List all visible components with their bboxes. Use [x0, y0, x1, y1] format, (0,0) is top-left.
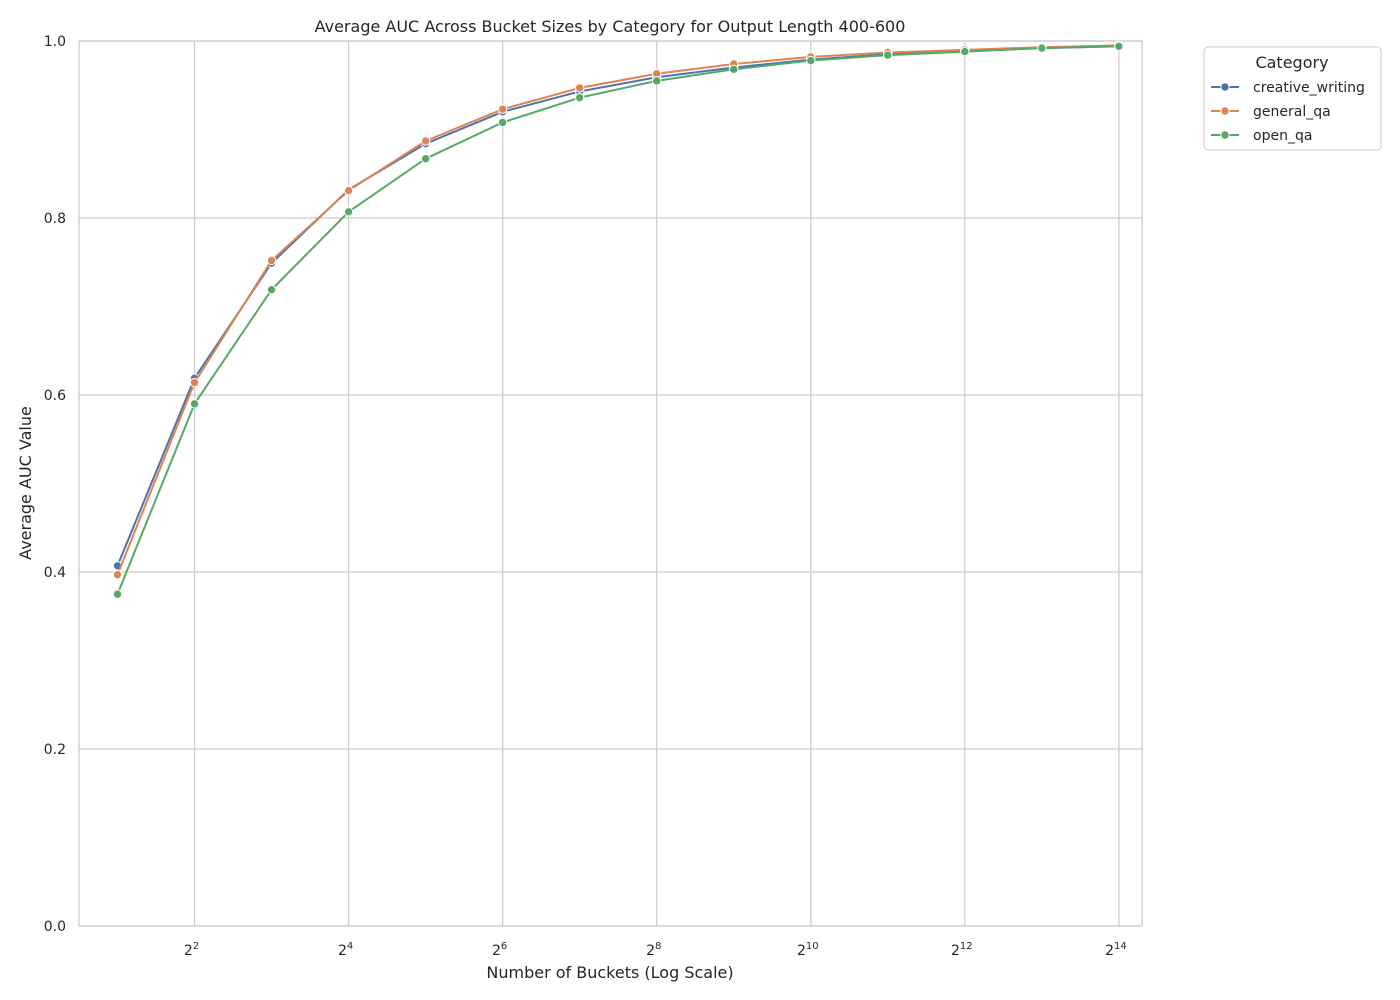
grid	[79, 40, 1142, 927]
data-point-general_qa	[420, 136, 431, 146]
legend-marker	[1220, 130, 1230, 140]
y-axis-label: Average AUC Value	[16, 406, 35, 560]
data-point-open_qa	[497, 117, 508, 128]
legend-label: open_qa	[1253, 128, 1312, 144]
data-point-general_qa	[497, 104, 508, 114]
legend-entries: creative_writing general_qa open_qa	[1211, 80, 1365, 144]
x-tick-label: 28	[646, 941, 661, 959]
legend-box	[1203, 46, 1382, 151]
y-tick-label: 0.8	[44, 211, 66, 227]
data-point-open_qa	[729, 64, 739, 75]
data-point-open_qa	[883, 50, 893, 60]
data-point-open_qa	[189, 399, 200, 409]
legend-marker	[1220, 106, 1230, 116]
chart-title: Average AUC Across Bucket Sizes by Categ…	[315, 17, 906, 36]
legend-entry-creative_writing: creative_writing	[1211, 80, 1365, 96]
data-point-open_qa	[266, 284, 277, 295]
y-tick-label: 0.2	[44, 742, 66, 758]
series-open_qa	[112, 41, 1124, 599]
x-tick-label: 22	[184, 941, 199, 959]
data-point-open_qa	[1114, 41, 1124, 52]
data-point-general_qa	[189, 377, 200, 388]
legend-entry-general_qa: general_qa	[1211, 104, 1331, 120]
x-tick-label: 26	[492, 941, 507, 959]
legend-marker	[1220, 82, 1230, 92]
series-line-general_qa	[116, 44, 1120, 576]
x-tick-label: 212	[951, 941, 973, 959]
data-point-open_qa	[420, 154, 431, 164]
data-point-open_qa	[960, 46, 970, 57]
legend-title: Category	[1255, 53, 1328, 72]
x-axis-label: Number of Buckets (Log Scale)	[486, 963, 733, 982]
data-point-open_qa	[343, 207, 354, 217]
data-point-open_qa	[652, 76, 662, 86]
data-point-general_qa	[343, 185, 354, 196]
legend-label: general_qa	[1253, 104, 1331, 120]
x-tick-label: 210	[797, 941, 819, 959]
data-point-open_qa	[1037, 43, 1047, 53]
legend-entry-open_qa: open_qa	[1211, 128, 1312, 144]
data-point-open_qa	[112, 589, 123, 599]
legend-label: creative_writing	[1253, 80, 1365, 96]
data-point-general_qa	[266, 255, 277, 266]
x-tick-label: 24	[338, 941, 353, 959]
x-axis-ticks: 22 24 26 28 210 212 214	[184, 941, 1127, 959]
data-point-open_qa	[806, 55, 816, 66]
data-point-general_qa	[574, 83, 585, 93]
series-line-open_qa	[116, 45, 1120, 596]
data-point-open_qa	[574, 92, 585, 103]
y-tick-label: 0.4	[44, 565, 66, 581]
y-tick-label: 0.6	[44, 388, 66, 404]
y-tick-label: 0.0	[44, 919, 66, 935]
y-tick-label: 1.0	[44, 34, 66, 50]
y-axis-ticks: 0.0 0.2 0.4 0.6 0.8 1.0	[44, 34, 66, 935]
series-general_qa	[112, 40, 1124, 580]
data-point-general_qa	[112, 569, 123, 580]
series-line-creative_writing	[116, 45, 1120, 567]
x-tick-label: 214	[1105, 941, 1127, 959]
legend: Category creative_writing general_qa open_…	[1203, 46, 1382, 151]
series-creative_writing	[112, 41, 1124, 571]
series-layer	[112, 40, 1124, 599]
plot-area-frame	[78, 40, 1143, 927]
